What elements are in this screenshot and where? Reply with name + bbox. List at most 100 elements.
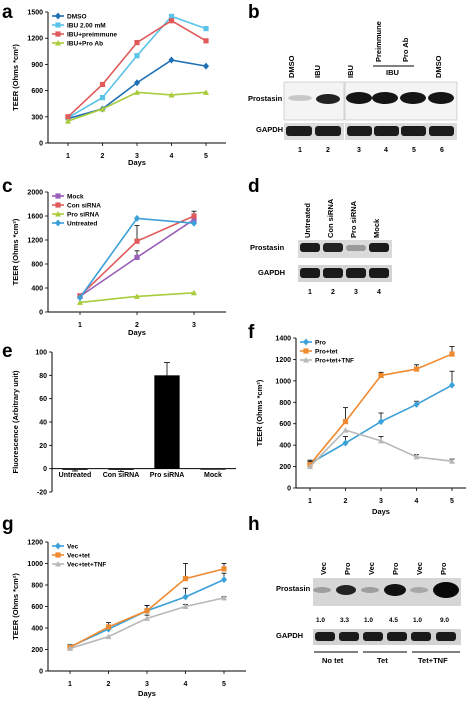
y-tick-label: 60 xyxy=(39,396,47,403)
x-tick-label: 1 xyxy=(68,681,72,688)
data-point xyxy=(168,13,175,19)
panel-letter-c: c xyxy=(2,176,13,197)
blot-band xyxy=(346,92,372,104)
data-point xyxy=(191,213,197,219)
x-tick-label: 3 xyxy=(135,153,139,160)
legend-marker xyxy=(303,357,309,363)
blot-band xyxy=(387,632,407,641)
blot-h-lane-label: Pro xyxy=(343,562,352,575)
data-point xyxy=(182,603,189,609)
y-tick-label: 1200 xyxy=(27,238,43,245)
blot-band xyxy=(428,92,454,104)
legend-label: Mock xyxy=(67,193,84,200)
legend-label: Vec+tet+TNF xyxy=(67,561,106,568)
blot-b-lane-label: IBU xyxy=(346,65,355,78)
y-tick-label: 400 xyxy=(31,626,43,633)
blot-d-gapdh xyxy=(298,265,392,282)
x-tick-label: 2 xyxy=(135,322,139,329)
data-point xyxy=(182,593,189,601)
series-line xyxy=(309,353,453,465)
legend-label: IBU+Pro Ab xyxy=(67,40,103,47)
blot-band xyxy=(286,126,312,136)
y-tick-label: 800 xyxy=(31,583,43,590)
data-point xyxy=(144,615,150,621)
data-point xyxy=(99,81,106,88)
x-tick-label: Untreated xyxy=(59,472,92,479)
legend-label: Vec+tet xyxy=(67,552,91,559)
data-point xyxy=(105,633,112,640)
blot-b-lane-label: DMSO xyxy=(434,55,443,78)
blot-d-row-label: GAPDH xyxy=(258,268,285,277)
chart-a: 0 300 600 900 1200 1500 1 2 3 4 5 Days TEER (Ohms *c… xyxy=(11,10,226,167)
blot-h-lane-label: Vec xyxy=(367,562,376,575)
blot-band xyxy=(346,245,366,251)
data-point xyxy=(191,289,197,296)
legend-label: IBU+preimmune xyxy=(67,31,117,38)
x-tick-label: 5 xyxy=(450,498,454,505)
y-tick-label: 600 xyxy=(279,421,291,428)
legend-marker xyxy=(55,542,61,550)
blot-band xyxy=(315,126,341,136)
data-point xyxy=(342,418,349,425)
legend-label: Pro xyxy=(315,339,326,346)
data-point xyxy=(378,372,384,379)
blot-h-quant: 4.5 xyxy=(389,617,398,624)
y-tick-label: 100 xyxy=(35,350,47,357)
data-point xyxy=(191,219,197,227)
y-tick-label: 2000 xyxy=(27,190,43,197)
blot-b-lane-number: 4 xyxy=(384,147,388,154)
x-tick-label: 5 xyxy=(222,681,226,688)
panel-letter-e: e xyxy=(2,341,13,362)
legend-label: Pro+tet+TNF xyxy=(315,357,354,364)
legend-marker xyxy=(55,12,61,20)
blot-b-row-label: Prostasin xyxy=(248,94,283,103)
blot-h-quant: 1.0 xyxy=(364,617,373,624)
blot-h-lane-label: Pro xyxy=(439,562,448,575)
blot-h-quant: 9.0 xyxy=(440,617,449,624)
blot-band xyxy=(347,126,372,136)
y-tick-label: 400 xyxy=(31,286,43,293)
data-point xyxy=(144,608,150,614)
blot-band xyxy=(411,632,431,641)
blot-h: Vec Pro Vec Pro Vec Pro Prostasin 1.0 3.… xyxy=(276,562,461,665)
blot-band xyxy=(315,632,335,641)
blot-band xyxy=(436,632,456,641)
y-tick-label: 600 xyxy=(31,604,43,611)
blot-band xyxy=(369,243,389,252)
legend-marker xyxy=(55,211,61,217)
blot-b-row-label: GAPDH xyxy=(256,125,283,134)
y-tick-label: 1400 xyxy=(275,336,291,343)
x-tick-label: 2 xyxy=(101,153,105,160)
legend-marker xyxy=(55,202,61,208)
y-tick-label: 1200 xyxy=(27,540,43,547)
blot-d-lane-label: Con siRNA xyxy=(326,198,335,238)
blot-b-lane-number: 1 xyxy=(298,147,302,154)
blot-b-group-label: IBU xyxy=(386,68,399,77)
data-point xyxy=(168,91,175,98)
y-tick-label: 200 xyxy=(31,647,43,654)
blot-band xyxy=(433,582,459,598)
data-point xyxy=(134,79,140,87)
y-axis-title: Fluorescence (Arbitrary unit) xyxy=(11,370,20,473)
blot-h-lane-label: Vec xyxy=(415,562,424,575)
x-axis-title: Days xyxy=(128,158,146,167)
y-axis-title: TEER (Ohms *cm²) xyxy=(255,379,264,446)
data-point xyxy=(134,53,140,59)
data-point xyxy=(134,39,140,46)
blot-h-group-label: Tet xyxy=(377,656,388,665)
blot-band xyxy=(361,587,379,593)
legend-marker xyxy=(55,219,61,227)
data-point xyxy=(342,427,349,433)
blot-d-lane-label: Untreated xyxy=(303,203,312,238)
blot-band xyxy=(339,632,359,641)
data-point xyxy=(99,94,106,101)
blot-b-lane-number: 3 xyxy=(357,147,361,154)
bar xyxy=(200,468,226,470)
data-point xyxy=(65,118,71,124)
series-line xyxy=(309,429,453,468)
panel-letter-g: g xyxy=(2,514,14,535)
blot-d-lane-number: 1 xyxy=(308,289,312,296)
x-tick-label: 1 xyxy=(308,498,312,505)
x-tick-label: 4 xyxy=(415,498,419,505)
